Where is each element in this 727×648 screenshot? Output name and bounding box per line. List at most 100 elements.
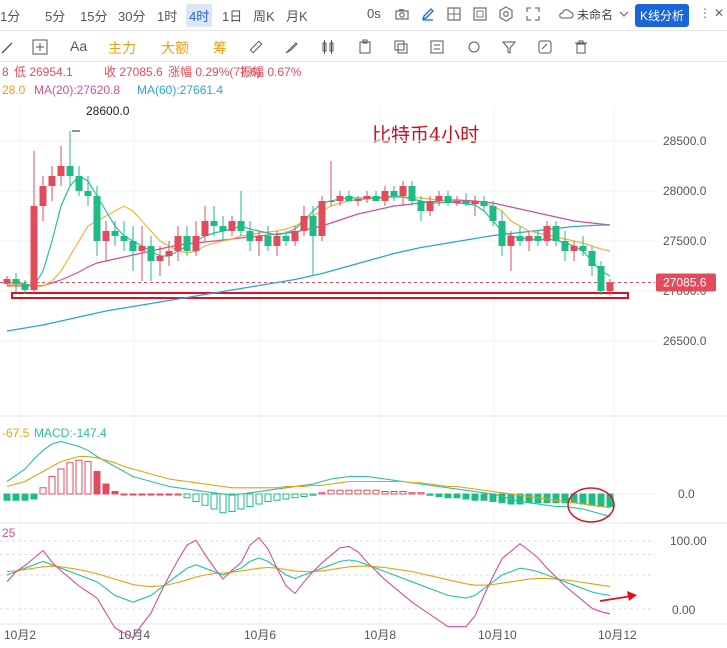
cloud-icon[interactable] <box>558 6 574 22</box>
clipboard-icon[interactable] <box>357 39 373 55</box>
settings2-icon[interactable] <box>537 39 553 55</box>
tf-month[interactable]: 月K <box>286 9 308 24</box>
text-tool[interactable]: Aa <box>70 38 88 54</box>
tf-4h[interactable]: 4时 <box>186 4 213 27</box>
candle-body <box>417 201 425 211</box>
candle-body <box>282 236 290 241</box>
candle-body <box>300 216 308 231</box>
macd-bar <box>300 493 308 497</box>
candle-body <box>291 231 299 241</box>
macd-zero-label: 0.0 <box>678 487 695 501</box>
more-icon[interactable]: ⋮ <box>699 6 711 20</box>
grid-icon[interactable] <box>446 6 462 22</box>
macd-bar <box>579 493 587 505</box>
ohlc-close: 收 27085.6 <box>104 65 163 79</box>
timeframe-toolbar: 1分 5分 15分 30分 1时 4时 1日 周K 月K 0s 未命名 K线分析… <box>0 0 727 31</box>
macd-bar <box>228 493 236 512</box>
replay-label[interactable]: 0s <box>367 6 381 21</box>
candle-body <box>57 166 65 176</box>
screen-icon[interactable] <box>472 6 488 22</box>
ohlc-change: 涨幅 0.29%(77.6) <box>168 64 261 79</box>
candle-body <box>354 199 362 201</box>
tf-week[interactable]: 周K <box>253 9 275 24</box>
settings-icon[interactable] <box>498 6 514 22</box>
fullscreen-icon[interactable] <box>525 6 541 22</box>
macd-bar <box>12 493 20 501</box>
candle-body <box>480 201 488 206</box>
candle-body <box>426 201 434 211</box>
time-tick-label: 10月8 <box>364 628 396 642</box>
dae-tool[interactable]: 大额 <box>161 40 189 56</box>
filter-icon[interactable] <box>501 39 517 55</box>
macd-bar <box>435 493 443 497</box>
tf-1min[interactable]: 1分 <box>0 9 21 24</box>
shape-icon[interactable] <box>466 39 482 55</box>
copy-icon[interactable] <box>393 39 409 55</box>
crosshair-icon[interactable] <box>32 39 48 55</box>
chart-annotation: 比特币4小时 <box>372 124 479 146</box>
candle-icon[interactable] <box>320 39 336 55</box>
macd-bar <box>84 461 92 495</box>
candle-body <box>309 216 317 236</box>
tf-30min[interactable]: 30分 <box>118 9 146 24</box>
ma-line-ma5 <box>6 196 611 288</box>
chou-tool[interactable]: 筹 <box>213 40 227 56</box>
brush-icon[interactable] <box>284 39 300 55</box>
time-tick-label: 10月10 <box>478 628 517 642</box>
zhuli-tool[interactable]: 主力 <box>108 40 136 56</box>
candle-body <box>579 246 587 251</box>
tf-15min[interactable]: 15分 <box>80 9 108 24</box>
macd-bar <box>237 493 245 510</box>
macd-bar <box>498 493 506 504</box>
macd-bar <box>381 491 389 495</box>
edit-icon[interactable] <box>420 6 436 22</box>
tf-1d[interactable]: 1日 <box>222 9 243 24</box>
macd-bar <box>408 492 416 495</box>
macd-bar <box>588 493 596 506</box>
tf-1h[interactable]: 1时 <box>157 9 178 24</box>
drawing-toolbar: Aa 主力 大额 筹 <box>0 31 727 62</box>
price-tick-label: 28000.0 <box>663 184 707 198</box>
candle-body <box>264 236 272 246</box>
candle-body <box>336 196 344 201</box>
trash-icon[interactable] <box>573 39 589 55</box>
macd-bar <box>399 491 407 495</box>
ma-fragment: 28.0 <box>2 83 26 97</box>
macd-bar <box>120 493 128 496</box>
candle-body <box>381 191 389 201</box>
candle-body <box>408 186 416 201</box>
macd-bar <box>147 493 155 496</box>
macd-bar <box>426 493 434 496</box>
macd-bar <box>327 489 335 495</box>
candle-body <box>12 279 20 284</box>
workspace-name[interactable]: 未命名 <box>577 8 614 22</box>
chart-area[interactable]: 8 低 26954.1 收 27085.6 涨幅 0.29%(77.6) 振幅 … <box>0 61 727 648</box>
chevron-down-icon[interactable] <box>619 9 629 19</box>
candle-body <box>147 246 155 261</box>
ma-line-ma20 <box>6 199 611 287</box>
candle-body <box>390 191 398 196</box>
candle-body <box>48 176 56 186</box>
line-tool-icon[interactable] <box>0 39 16 55</box>
kline-analysis-button[interactable]: K线分析 <box>635 4 690 27</box>
macd-bar <box>291 493 299 499</box>
candle-body <box>156 256 164 261</box>
ruler-icon[interactable] <box>248 39 264 55</box>
macd-bar <box>21 493 29 501</box>
candle-body <box>516 236 524 241</box>
macd-bar <box>3 493 11 501</box>
time-tick-label: 10月2 <box>4 628 36 642</box>
ma20-label: MA(20):27620.8 <box>34 83 120 97</box>
macd-bar <box>561 493 569 504</box>
tf-5min[interactable]: 5分 <box>45 9 66 24</box>
note-icon[interactable] <box>429 39 445 55</box>
candle-body <box>21 284 29 290</box>
camera-icon[interactable] <box>394 6 410 22</box>
kdj-bottom-label: 0.00 <box>672 603 696 617</box>
candle-body <box>552 226 560 241</box>
close-icon[interactable]: ✕ <box>714 6 725 20</box>
candle-body <box>93 196 101 241</box>
macd-bar <box>156 493 164 496</box>
candle-body <box>138 246 146 251</box>
kdj-k-line <box>6 557 611 603</box>
